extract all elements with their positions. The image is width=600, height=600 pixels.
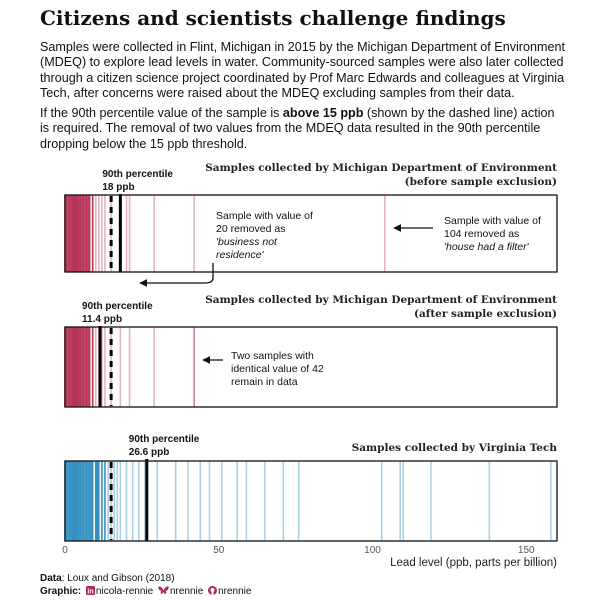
percentile-label-mdeq-after-1: 11.4 ppb: [82, 314, 122, 325]
panel-box-virginia-tech: [64, 460, 558, 542]
x-tick-label: 150: [518, 545, 535, 556]
graphic-credit: Graphic: in nicola-rennie nrennie nrennie: [40, 585, 440, 598]
panel-title-mdeq-after-1: (after sample exclusion): [414, 308, 557, 320]
page-title: Citizens and scientists challenge findin…: [40, 6, 506, 30]
footer: Data: Loux and Gibson (2018) Graphic: in…: [40, 572, 440, 598]
panel-title-mdeq-before-1: (before sample exclusion): [405, 176, 557, 188]
threshold-text-after: (shown by the dashed line) action is req…: [40, 106, 555, 151]
panel-box-mdeq-after: [64, 326, 558, 408]
data-credit-text: : Loux and Gibson (2018): [61, 573, 175, 584]
bluesky-icon: [158, 586, 169, 594]
threshold-text-bold: above 15 ppb: [282, 106, 364, 120]
graphic-credit-label: Graphic:: [40, 586, 82, 597]
panel-title-mdeq-before-0: Samples collected by Michigan Department…: [205, 162, 557, 174]
data-credit: Data: Loux and Gibson (2018): [40, 572, 440, 585]
intro-paragraph: Samples were collected in Flint, Michiga…: [40, 40, 566, 101]
percentile-label-virginia-tech-0: 90th percentile: [129, 434, 200, 445]
github-handle[interactable]: nrennie: [218, 586, 252, 597]
annotation-removed-business: Sample with value of 20 removed as'busine…: [216, 210, 313, 261]
percentile-label-mdeq-before-1: 18 ppb: [102, 182, 134, 193]
annotation-identical-values: Two samples with identical value of 42 rem…: [231, 350, 324, 388]
linkedin-icon: in: [85, 586, 95, 595]
x-tick-label: 0: [62, 545, 68, 556]
percentile-label-virginia-tech-1: 26.6 ppb: [129, 447, 170, 458]
linkedin-handle[interactable]: nicola-rennie: [95, 586, 154, 597]
annotation-removed-filter: Sample with value of 104 removed as'house…: [444, 215, 541, 253]
threshold-paragraph: If the 90th percentile value of the samp…: [40, 106, 565, 152]
arrow-percentile-shift: [139, 263, 214, 287]
x-tick-label: 50: [213, 545, 225, 556]
panel-title-virginia-tech-0: Samples collected by Virginia Tech: [352, 442, 558, 454]
percentile-label-mdeq-before-0: 90th percentile: [102, 169, 173, 180]
svg-text:in: in: [87, 588, 93, 595]
threshold-text-before: If the 90th percentile value of the samp…: [40, 106, 283, 120]
panel-title-mdeq-after-0: Samples collected by Michigan Department…: [205, 294, 557, 306]
panel-box-mdeq-before: [64, 194, 558, 273]
x-axis-label: Lead level (ppb, parts per billion): [390, 557, 557, 569]
data-credit-label: Data: [40, 573, 62, 584]
percentile-label-mdeq-after-0: 90th percentile: [82, 301, 153, 312]
github-icon: [208, 586, 218, 595]
x-tick-label: 100: [364, 545, 381, 556]
bluesky-handle[interactable]: nrennie: [169, 586, 204, 597]
